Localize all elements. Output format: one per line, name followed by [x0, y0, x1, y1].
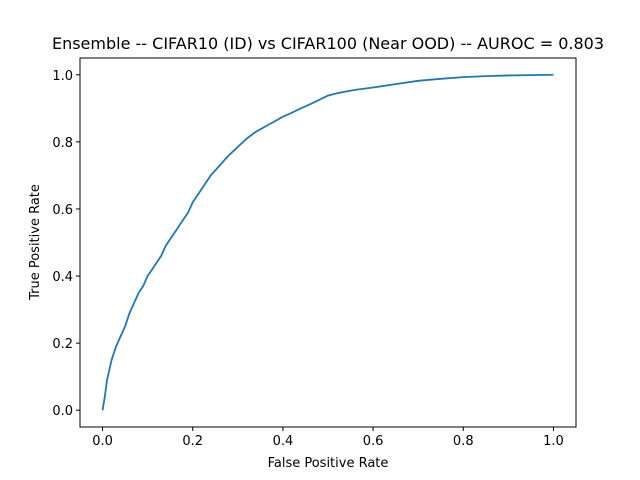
plot-frame — [79, 57, 577, 428]
y-tick-label: 1.0 — [52, 69, 73, 84]
x-tick-label: 1.0 — [543, 434, 564, 449]
y-tick-label: 0.4 — [52, 270, 73, 285]
x-tick-label: 0.8 — [453, 434, 474, 449]
y-tick-label: 0.2 — [52, 337, 73, 352]
x-tick-label: 0.2 — [182, 434, 203, 449]
roc-curve-line — [101, 73, 554, 411]
x-tick-label: 0.0 — [92, 434, 113, 449]
chart-title: Ensemble -- CIFAR10 (ID) vs CIFAR100 (Ne… — [52, 34, 604, 53]
series-layer — [101, 73, 554, 411]
x-tick-label: 0.4 — [273, 434, 294, 449]
y-tick-label: 0.0 — [52, 404, 73, 419]
y-tick-label: 0.8 — [52, 136, 73, 151]
y-tick-label: 0.6 — [52, 203, 73, 218]
x-tick-label: 0.6 — [363, 434, 384, 449]
x-axis-label: False Positive Rate — [268, 456, 389, 471]
x-axis-ticks: 0.0 0.2 0.4 0.6 0.8 1.0 — [92, 427, 564, 449]
y-axis-label: True Positive Rate — [28, 184, 43, 301]
y-axis-ticks: 0.0 0.2 0.4 0.6 0.8 1.0 — [52, 69, 80, 419]
